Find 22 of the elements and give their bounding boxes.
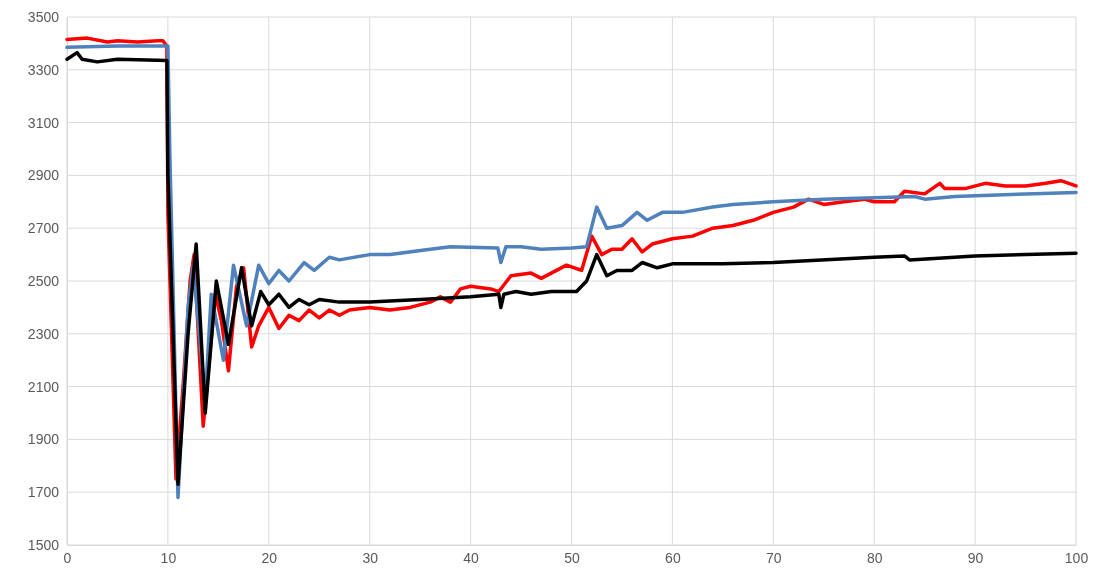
- x-tick-label: 50: [564, 549, 580, 566]
- y-tick-label: 1900: [27, 431, 60, 448]
- y-tick-label: 2900: [27, 167, 60, 184]
- x-tick-label: 20: [261, 549, 278, 566]
- x-tick-label: 70: [766, 549, 782, 566]
- y-tick-label: 1700: [27, 484, 60, 501]
- y-tick-label: 3300: [27, 61, 60, 78]
- y-tick-label: 1500: [27, 536, 60, 553]
- x-tick-label: 0: [63, 549, 72, 566]
- y-tick-label: 2100: [27, 378, 60, 395]
- x-tick-label: 90: [967, 549, 984, 566]
- x-tick-label: 100: [1064, 549, 1089, 566]
- y-tick-label: 3100: [27, 114, 60, 131]
- y-tick-label: 2500: [27, 272, 60, 289]
- x-tick-label: 80: [866, 549, 883, 566]
- x-tick-label: 30: [362, 549, 379, 566]
- y-tick-label: 2300: [27, 325, 60, 342]
- y-tick-label: 3500: [27, 8, 60, 25]
- x-tick-label: 60: [665, 549, 681, 566]
- x-tick-label: 40: [463, 549, 480, 566]
- x-tick-label: 10: [160, 549, 177, 566]
- y-tick-label: 2700: [27, 220, 60, 237]
